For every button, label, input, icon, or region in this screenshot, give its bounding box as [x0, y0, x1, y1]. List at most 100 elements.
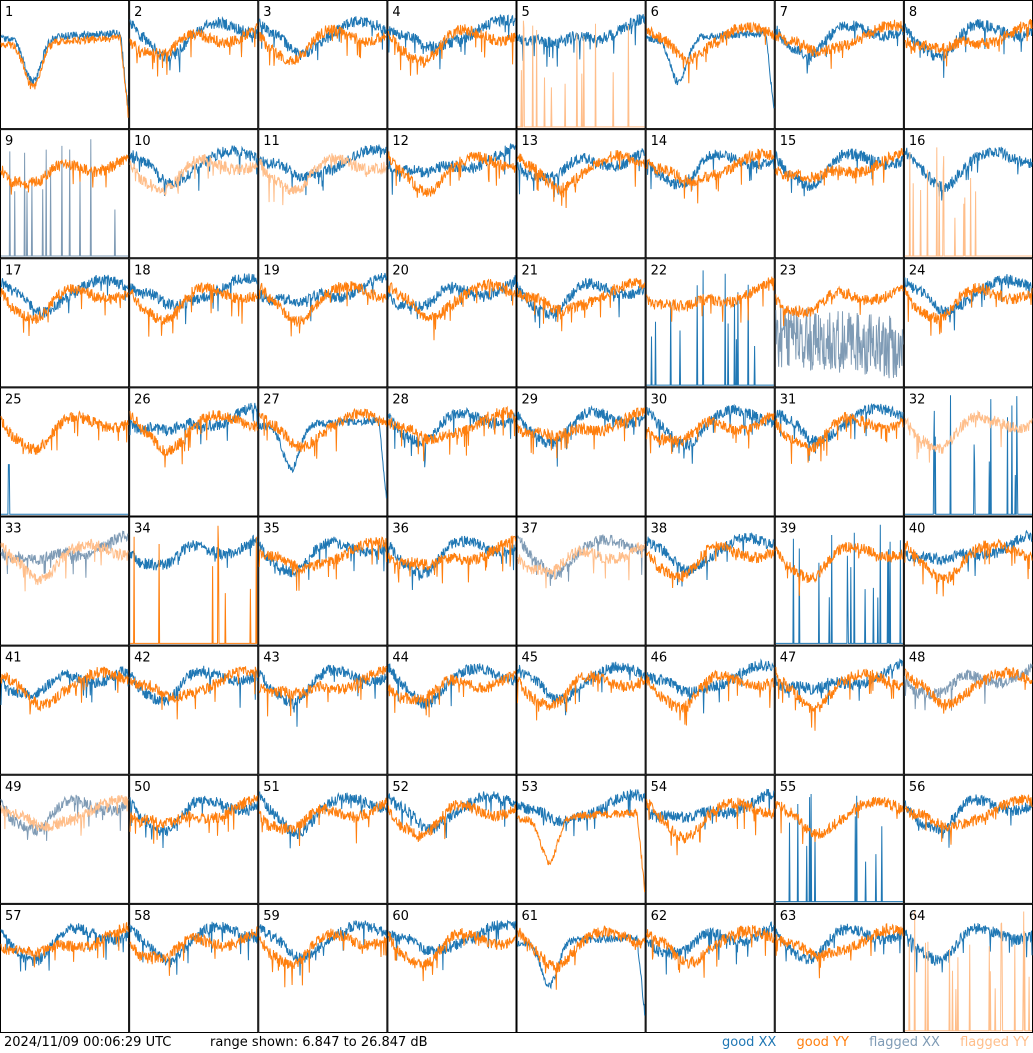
panel-frame	[387, 516, 517, 646]
panel-label: 25	[5, 392, 22, 407]
series-xx-19	[258, 272, 387, 322]
series-yy-26	[129, 410, 258, 468]
panel-frame	[774, 129, 904, 259]
panel-label: 48	[909, 651, 926, 666]
panel-label: 59	[263, 909, 280, 924]
panel-32: 32	[903, 387, 1033, 517]
series-xx-10	[129, 145, 258, 196]
panel-53: 53	[516, 774, 646, 904]
panel-64: 64	[903, 903, 1033, 1033]
series-xx-38	[646, 532, 775, 587]
panel-label: 4	[392, 5, 400, 20]
series-yy-19	[258, 281, 387, 337]
panel-label: 42	[134, 651, 151, 666]
panel-7: 7	[774, 0, 904, 130]
panel-label: 27	[263, 392, 280, 407]
panel-frame	[0, 903, 130, 1033]
series-yy-40	[904, 538, 1033, 597]
panel-frame	[258, 645, 388, 775]
series-yy-6	[646, 21, 775, 84]
panel-label: 51	[263, 780, 280, 795]
panel-label: 12	[392, 134, 409, 149]
series-xx-40	[904, 529, 1033, 577]
panel-frame	[387, 645, 517, 775]
panel-frame	[774, 903, 904, 1033]
panel-23: 23	[774, 258, 904, 388]
series-yy-2	[129, 22, 258, 77]
series-yy-59	[258, 928, 387, 988]
panel-18: 18	[129, 258, 259, 388]
series-xx-2	[129, 15, 258, 73]
panel-label: 18	[134, 263, 151, 278]
panel-frame	[774, 0, 904, 130]
panel-frame	[0, 129, 130, 259]
panel-52: 52	[387, 774, 517, 904]
panel-49: 49	[0, 774, 130, 904]
series-yy-18	[129, 281, 258, 337]
series-xx-22	[646, 270, 774, 386]
panel-54: 54	[645, 774, 775, 904]
series-yy-64	[904, 911, 1032, 1032]
panel-frame	[0, 516, 130, 646]
footer: 2024/11/09 00:06:29 UTC range shown: 6.8…	[0, 1033, 1033, 1053]
series-yy-38	[646, 541, 775, 589]
series-xx-35	[258, 536, 387, 580]
series-yy-17	[0, 284, 129, 337]
panel-label: 44	[392, 651, 409, 666]
panel-frame	[387, 129, 517, 259]
series-xx-45	[517, 661, 646, 716]
series-xx-4	[387, 14, 516, 70]
series-yy-58	[129, 926, 258, 976]
panel-42: 42	[129, 645, 259, 775]
series-xx-48	[904, 663, 1033, 711]
panel-label: 33	[5, 522, 22, 537]
panel-frame	[516, 387, 646, 517]
series-xx-50	[129, 795, 258, 849]
panel-46: 46	[645, 645, 775, 775]
panel-frame	[645, 774, 775, 904]
panel-label: 56	[909, 780, 926, 795]
series-yy-43	[258, 665, 387, 717]
panel-label: 63	[780, 909, 797, 924]
series-xx-63	[775, 923, 904, 965]
series-xx-3	[258, 16, 387, 61]
panel-label: 7	[780, 5, 788, 20]
series-yy-15	[775, 147, 904, 186]
panel-frame	[0, 387, 130, 517]
panel-frame	[129, 903, 259, 1033]
panel-label: 62	[651, 909, 668, 924]
series-yy-45	[517, 670, 646, 721]
panel-62: 62	[645, 903, 775, 1033]
series-xx-47	[775, 658, 904, 705]
panel-44: 44	[387, 645, 517, 775]
panel-frame	[516, 258, 646, 388]
panel-36: 36	[387, 516, 517, 646]
panel-34: 34	[129, 516, 259, 646]
panel-60: 60	[387, 903, 517, 1033]
panel-label: 19	[263, 263, 280, 278]
panel-26: 26	[129, 387, 259, 517]
series-yy-53	[517, 808, 646, 893]
legend-good-yy: good YY	[796, 1035, 849, 1050]
series-yy-5	[517, 20, 645, 128]
panel-4: 4	[387, 0, 517, 130]
series-yy-34	[130, 525, 258, 644]
panel-27: 27	[258, 387, 388, 517]
series-xx-14	[646, 149, 775, 191]
series-yy-31	[775, 411, 904, 464]
series-yy-10	[129, 153, 258, 197]
series-yy-27	[258, 407, 387, 459]
panel-label: 64	[909, 909, 926, 924]
series-yy-23	[775, 284, 904, 327]
panel-label: 41	[5, 651, 22, 666]
panel-frame	[903, 645, 1033, 775]
panel-39: 39	[774, 516, 904, 646]
panel-8: 8	[903, 0, 1033, 130]
panel-3: 3	[258, 0, 388, 130]
panel-50: 50	[129, 774, 259, 904]
panel-37: 37	[516, 516, 646, 646]
series-yy-32	[904, 409, 1033, 463]
panel-frame	[774, 645, 904, 775]
panel-label: 36	[392, 522, 409, 537]
